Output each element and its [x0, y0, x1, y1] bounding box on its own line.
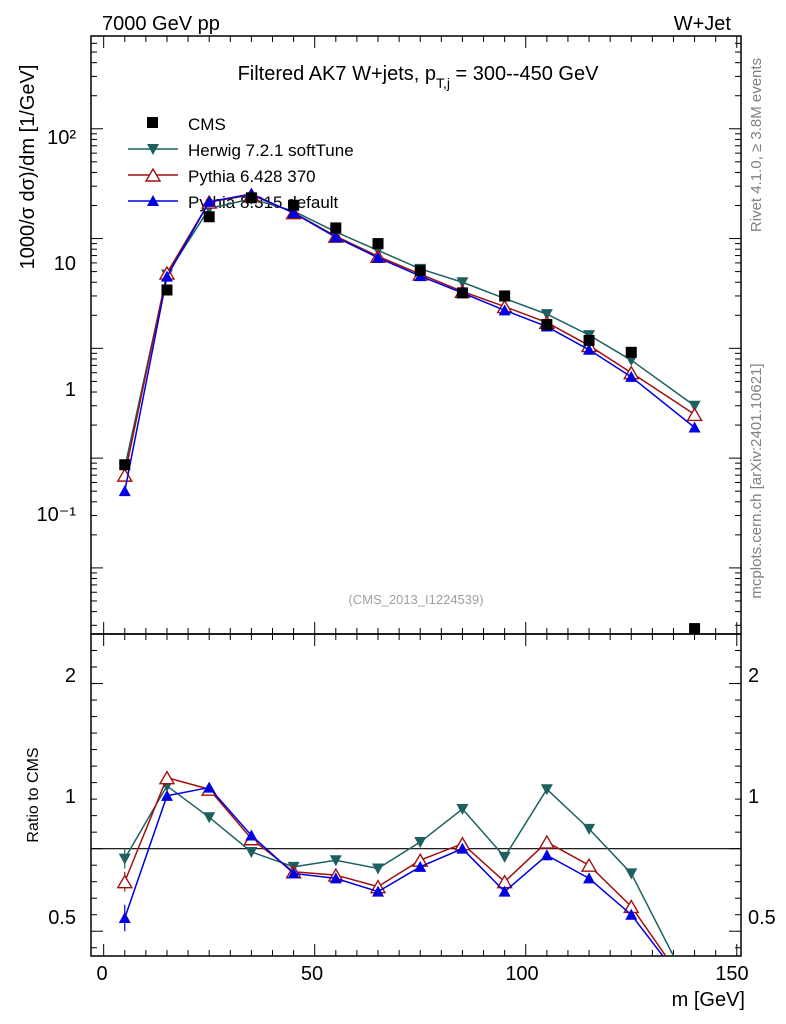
data-point-cms [625, 346, 637, 358]
ratio-point-herwig-7-2-1-softtune [540, 784, 553, 796]
upper-ytick-label-100: 10² [47, 127, 76, 149]
data-point-herwig-7-2-1-softtune [625, 355, 638, 367]
ratio-point-herwig-7-2-1-softtune [456, 804, 469, 816]
ratio-point-pythia-8-315-default [118, 912, 131, 924]
ratio-line-herwig-7-2-1-softtune [124, 784, 675, 956]
ratio-point-herwig-7-2-1-softtune [498, 851, 511, 863]
data-point-pythia-8-315-default [203, 195, 216, 207]
upper-y-axis-label: 1000/σ dσ)/dm [1/GeV] [17, 65, 39, 270]
data-point-pythia-6-428-370 [686, 407, 703, 422]
rivet-label: Rivet 4.1.0, ≥ 3.8M events [748, 58, 765, 232]
legend: CMS Herwig 7.2.1 softTune Pythia 6.428 3… [128, 115, 354, 212]
lower-y-axis-label: Ratio to CMS [25, 747, 42, 842]
ratio-line-pythia-6-428-370 [124, 776, 667, 956]
data-point-pythia-8-315-default [160, 270, 173, 282]
legend-label-herwig: Herwig 7.2.1 softTune [188, 141, 354, 160]
analysis-watermark: (CMS_2013_I1224539) [348, 592, 483, 607]
xtick-label-0: 0 [96, 963, 107, 985]
ratio-point-pythia-8-315-default [414, 860, 427, 872]
lower-ytick-label-right-0.5: 0.5 [748, 907, 776, 929]
series-line-pythia-6-428-370 [124, 194, 695, 476]
lower-ytick-label-0.5: 0.5 [48, 907, 76, 929]
legend-marker-pythia8 [147, 195, 159, 206]
ratio-point-herwig-7-2-1-softtune [329, 855, 342, 867]
ratio-point-herwig-7-2-1-softtune [203, 812, 216, 824]
data-point-herwig-7-2-1-softtune [456, 277, 469, 289]
upper-ytick-label-0.1: 10⁻¹ [37, 504, 77, 526]
xtick-label-150: 150 [715, 963, 748, 985]
legend-label-pythia6: Pythia 6.428 370 [188, 167, 316, 186]
data-point-cms [161, 284, 173, 296]
ratio-point-pythia-8-315-default [583, 872, 596, 884]
upper-ytick-label-10: 10 [54, 253, 76, 275]
data-point-cms [119, 459, 131, 471]
ratio-point-pythia-8-315-default [287, 867, 300, 879]
legend-label-cms: CMS [188, 115, 226, 134]
x-axis-label: m [GeV] [672, 989, 745, 1011]
lower-ytick-label-right-1: 1 [748, 786, 759, 808]
data-point-cms [499, 290, 511, 302]
ratio-point-pythia-8-315-default [372, 885, 385, 897]
lower-plot-frame [90, 633, 742, 957]
data-point-herwig-7-2-1-softtune [540, 309, 553, 321]
ratio-point-pythia-6-428-370 [538, 834, 556, 849]
mcplots-label: mcplots.cern.ch [arXiv:2401.10621] [748, 363, 765, 598]
ratio-line-pythia-8-315-default [124, 786, 664, 956]
data-point-pythia-8-315-default [583, 343, 596, 355]
ratio-point-herwig-7-2-1-softtune [118, 853, 131, 865]
ratio-point-pythia-8-315-default [498, 885, 511, 897]
data-point-cms [245, 192, 257, 204]
ratio-point-herwig-7-2-1-softtune [625, 868, 638, 880]
ratio-point-pythia-8-315-default [160, 789, 173, 801]
data-point-pythia-6-428-370 [116, 467, 133, 482]
data-point-pythia-8-315-default [498, 304, 511, 316]
series-line-herwig-7-2-1-softtune [124, 198, 696, 468]
lower-ytick-label-2: 2 [65, 665, 76, 687]
header-right: W+Jet [674, 13, 732, 35]
ratio-point-pythia-8-315-default [329, 872, 342, 884]
data-point-cms [330, 222, 342, 234]
legend-marker-pythia6 [144, 167, 162, 182]
xtick-label-100: 100 [505, 963, 538, 985]
data-point-cms [372, 238, 384, 250]
lower-ytick-label-right-2: 2 [748, 665, 759, 687]
ratio-point-pythia-8-315-default [245, 829, 258, 841]
ratio-point-pythia-8-315-default [203, 781, 216, 793]
ratio-point-pythia-6-428-370 [580, 857, 598, 872]
legend-marker-herwig [147, 144, 159, 155]
data-point-herwig-7-2-1-softtune [688, 400, 701, 412]
ratio-point-herwig-7-2-1-softtune [583, 823, 596, 835]
ratio-point-pythia-6-428-370 [158, 770, 176, 785]
data-point-pythia-8-315-default [329, 231, 342, 243]
data-point-cms [583, 334, 595, 346]
ratio-point-pythia-6-428-370 [116, 874, 133, 889]
main-title: Filtered AK7 W+jets, pT,j = 300--450 GeV [238, 63, 600, 91]
xtick-label-50: 50 [301, 963, 323, 985]
legend-marker-cms [147, 117, 158, 128]
data-point-pythia-8-315-default [118, 485, 131, 497]
ratio-point-herwig-7-2-1-softtune [414, 837, 427, 849]
data-point-cms [414, 265, 426, 277]
ratio-point-herwig-7-2-1-softtune [245, 846, 258, 858]
header-left: 7000 GeV pp [102, 13, 220, 35]
ratio-point-pythia-8-315-default [625, 908, 638, 920]
data-point-cms [689, 623, 701, 635]
data-point-cms [288, 199, 300, 211]
ratio-point-pythia-8-315-default [456, 842, 469, 854]
data-point-pythia-8-315-default [287, 206, 300, 218]
data-point-cms [541, 318, 553, 330]
ratio-point-herwig-7-2-1-softtune [372, 863, 385, 875]
ratio-point-pythia-8-315-default [540, 849, 553, 861]
series-line-pythia-8-315-default [124, 193, 696, 492]
lower-ytick-label-1: 1 [65, 786, 76, 808]
data-point-pythia-8-315-default [688, 421, 701, 433]
upper-ytick-label-1: 1 [65, 379, 76, 401]
data-point-pythia-8-315-default [625, 370, 638, 382]
data-point-cms [456, 287, 468, 299]
data-point-pythia-8-315-default [372, 251, 385, 263]
data-point-cms [203, 211, 215, 223]
